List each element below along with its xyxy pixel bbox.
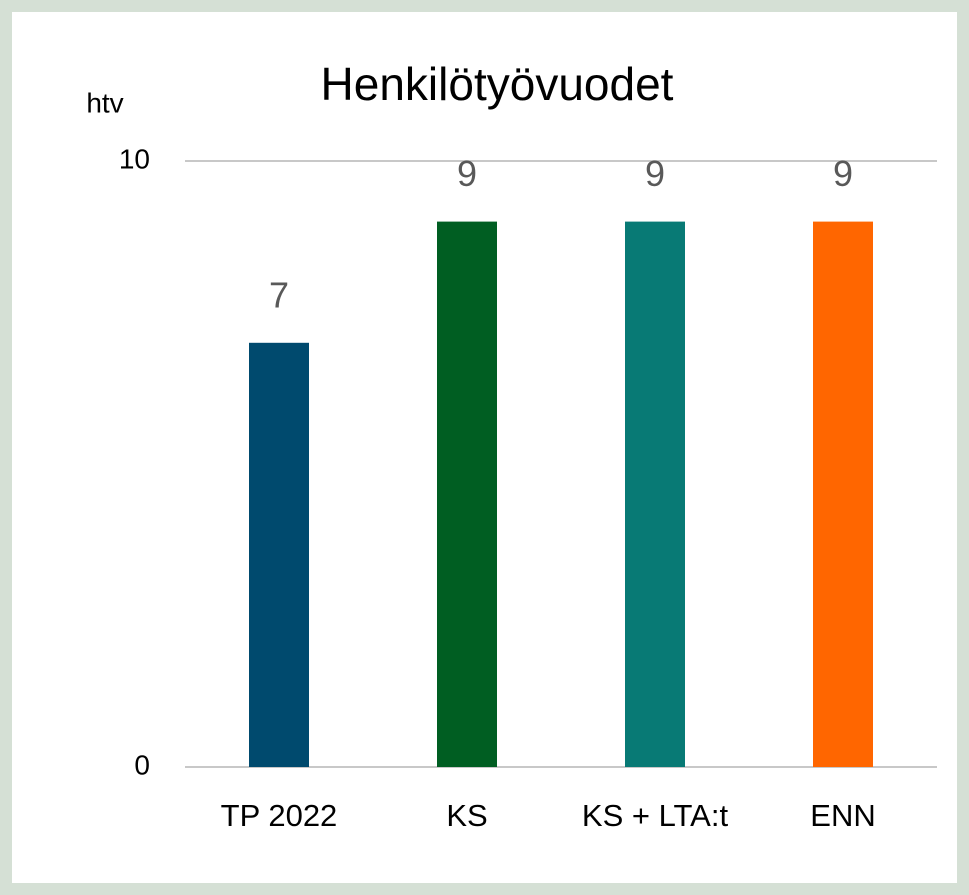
bar — [249, 342, 309, 767]
y-axis-label: htv — [86, 87, 123, 118]
data-label: 7 — [269, 274, 289, 315]
x-tick-label: KS + LTA:t — [582, 798, 729, 833]
y-tick-label: 0 — [134, 749, 150, 780]
data-label: 9 — [833, 153, 853, 194]
x-tick-label: ENN — [810, 798, 875, 833]
x-tick-label: KS — [446, 798, 487, 833]
y-tick-label: 10 — [119, 143, 150, 174]
chart-title: Henkilötyövuodet — [321, 58, 674, 110]
x-tick-label: TP 2022 — [221, 798, 338, 833]
bar — [437, 221, 497, 768]
data-label: 9 — [645, 153, 665, 194]
bar — [813, 221, 873, 768]
bar — [625, 221, 685, 768]
data-label: 9 — [457, 153, 477, 194]
